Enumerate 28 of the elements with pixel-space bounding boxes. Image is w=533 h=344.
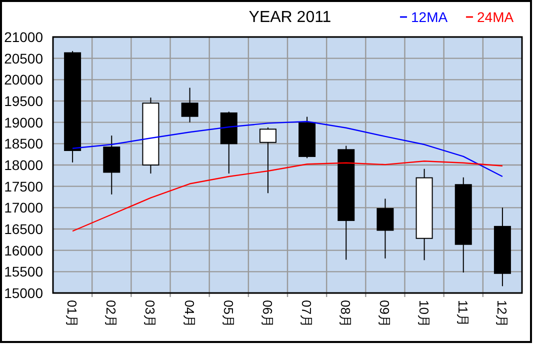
ytick: 17500 [4, 178, 43, 194]
xtick: 12月 [494, 300, 510, 328]
xtick: 05月 [220, 300, 236, 328]
xtick: 01月 [64, 300, 80, 328]
ytick: 21000 [4, 29, 43, 45]
xtick: 02月 [104, 300, 119, 328]
legend-label: 12MA [411, 9, 448, 25]
xtick: 07月 [299, 300, 314, 328]
legend-label: 24MA [477, 9, 514, 25]
xtick: 04月 [182, 300, 197, 328]
ytick: 19500 [4, 93, 43, 109]
ytick: 19000 [4, 114, 43, 130]
xtick: 11月 [455, 300, 470, 326]
ytick: 20500 [4, 50, 43, 66]
ytick: 15500 [4, 264, 43, 280]
ytick: 16500 [4, 221, 43, 237]
ytick: 20000 [4, 72, 43, 88]
xtick: 09月 [377, 300, 392, 328]
xtick: 03月 [142, 300, 158, 328]
xtick: 06月 [260, 300, 275, 328]
xtick: 10月 [416, 300, 432, 328]
xtick: 08月 [338, 300, 354, 328]
ytick: 16000 [4, 242, 43, 258]
ytick: 15000 [4, 285, 43, 301]
ytick: 17000 [4, 200, 43, 216]
ytick: 18500 [4, 136, 43, 152]
ytick: 18000 [4, 157, 43, 173]
title: YEAR 2011 [248, 9, 332, 26]
